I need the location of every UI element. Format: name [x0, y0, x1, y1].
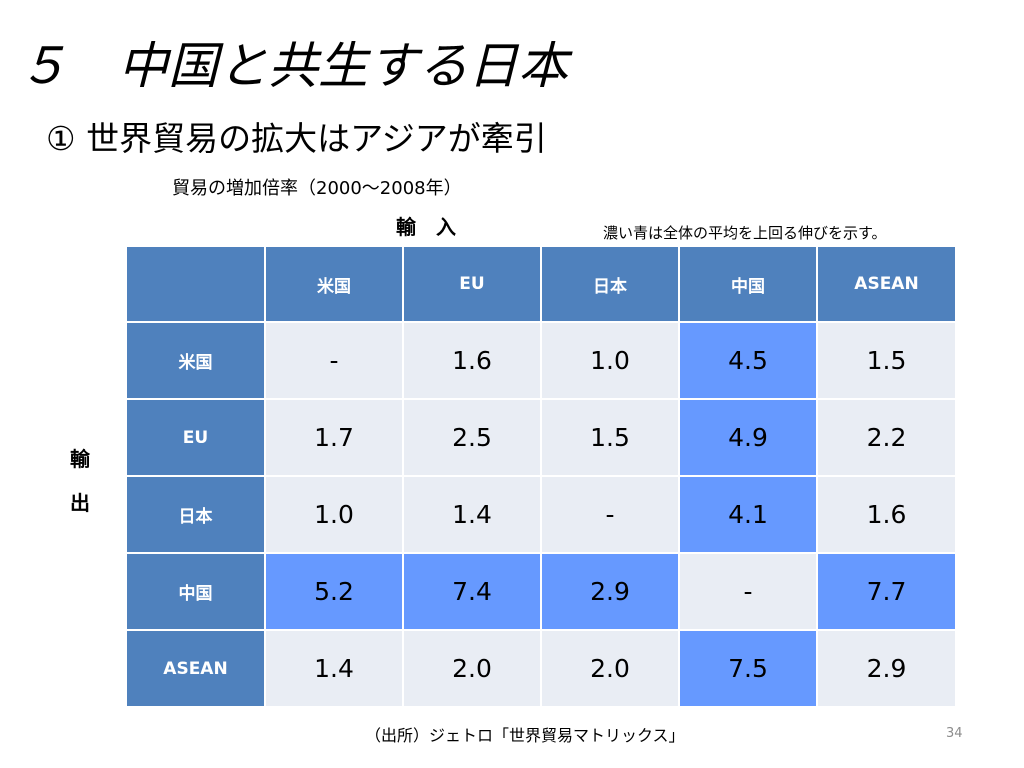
legend-note: 濃い青は全体の平均を上回る伸びを示す。 [603, 224, 887, 242]
column-header: ASEAN [816, 245, 957, 323]
column-header: 日本 [540, 245, 680, 323]
value-cell: 2.0 [402, 629, 542, 708]
value-cell: 1.0 [264, 475, 404, 554]
value-cell: 1.7 [264, 398, 404, 477]
source-note: （出所）ジェトロ「世界貿易マトリックス」 [365, 726, 685, 745]
value-cell: 2.2 [816, 398, 957, 477]
value-cell: 4.5 [678, 321, 818, 400]
value-cell: 1.5 [816, 321, 957, 400]
value-cell: 2.9 [816, 629, 957, 708]
value-cell: 2.0 [540, 629, 680, 708]
slide-subtitle: ① 世界貿易の拡大はアジアが牽引 [46, 119, 547, 158]
value-cell: 1.6 [402, 321, 542, 400]
table-corner-cell [125, 245, 266, 323]
table-row: EU 1.7 2.5 1.5 4.9 2.2 [125, 398, 957, 477]
value-cell: 1.4 [402, 475, 542, 554]
row-header: EU [125, 398, 266, 477]
export-label-top: 輸 [70, 447, 90, 471]
export-label-bottom: 出 [70, 491, 90, 515]
column-header: 中国 [678, 245, 818, 323]
value-cell: 1.4 [264, 629, 404, 708]
column-header: 米国 [264, 245, 404, 323]
row-header: ASEAN [125, 629, 266, 708]
value-cell: 4.9 [678, 398, 818, 477]
value-cell: 4.1 [678, 475, 818, 554]
column-header: EU [402, 245, 542, 323]
table-row: 日本 1.0 1.4-4.1 1.6 [125, 475, 957, 554]
row-header: 中国 [125, 552, 266, 631]
table-header-row: 米国 EU 日本 中国 ASEAN [125, 245, 957, 323]
import-axis-label: 輸 入 [396, 215, 456, 239]
value-cell: 1.0 [540, 321, 680, 400]
export-axis-label: 輸 出 [70, 447, 90, 515]
value-cell: 5.2 [264, 552, 404, 631]
value-cell: 2.9 [540, 552, 680, 631]
slide-title: ５ 中国と共生する日本 [18, 37, 568, 95]
value-cell: - [678, 552, 818, 631]
value-cell: - [540, 475, 680, 554]
table-row: ASEAN 1.4 2.0 2.0 7.5 2.9 [125, 629, 957, 708]
value-cell: 7.4 [402, 552, 542, 631]
value-cell: 1.6 [816, 475, 957, 554]
row-header: 米国 [125, 321, 266, 400]
table-row: 中国 5.2 7.4 2.9-7.7 [125, 552, 957, 631]
trade-multiplier-table: 米国 EU 日本 中国 ASEAN 米国 -1.6 1.0 4.5 1.5 EU 1.7 2.5 1.5 4… [125, 245, 957, 708]
page-number: 34 [946, 726, 963, 741]
table-caption: 貿易の増加倍率（2000～2008年） [172, 178, 462, 199]
row-header: 日本 [125, 475, 266, 554]
value-cell: 1.5 [540, 398, 680, 477]
value-cell: 2.5 [402, 398, 542, 477]
value-cell: 7.5 [678, 629, 818, 708]
table-row: 米国 -1.6 1.0 4.5 1.5 [125, 321, 957, 400]
value-cell: - [264, 321, 404, 400]
value-cell: 7.7 [816, 552, 957, 631]
